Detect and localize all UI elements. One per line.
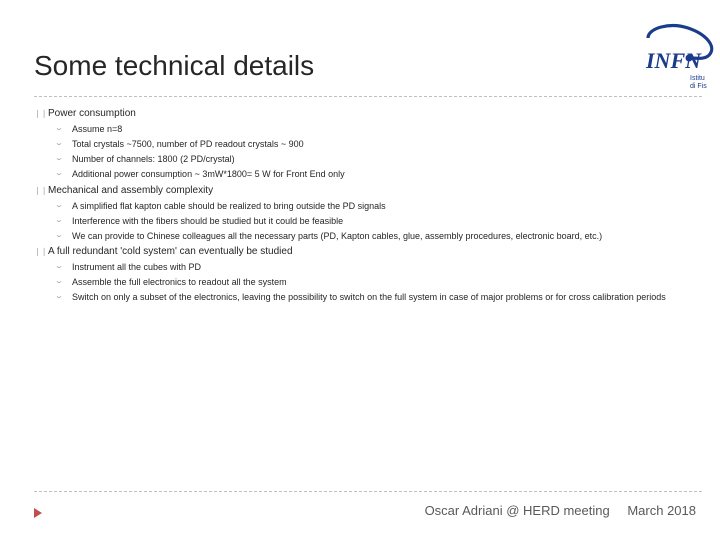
- item-text: Assume n=8: [66, 123, 700, 135]
- bullet-icon: ❘❘: [34, 108, 42, 120]
- bullet-icon: [56, 215, 66, 226]
- item-text: Instrument all the cubes with PD: [66, 261, 700, 273]
- item-text: Additional power consumption ~ 3mW*1800=…: [66, 168, 700, 180]
- list-item: Interference with the fibers should be s…: [56, 215, 700, 227]
- bullet-icon: ❘❘: [34, 246, 42, 258]
- bullet-icon: [56, 123, 66, 134]
- heading-text: Mechanical and assembly complexity: [42, 185, 700, 196]
- bullet-icon: [56, 230, 66, 241]
- item-text: Interference with the fibers should be s…: [66, 215, 700, 227]
- list-item: Number of channels: 1800 (2 PD/crystal): [56, 153, 700, 165]
- list-item: Switch on only a subset of the electroni…: [56, 291, 700, 303]
- item-text: A simplified flat kapton cable should be…: [66, 200, 700, 212]
- section-heading: ❘❘ Mechanical and assembly complexity: [34, 185, 700, 197]
- footer-author: Oscar Adriani @ HERD meeting: [425, 503, 610, 518]
- section-heading: ❘❘ A full redundant 'cold system' can ev…: [34, 246, 700, 258]
- bullet-icon: [56, 138, 66, 149]
- divider-top: [34, 96, 702, 97]
- heading-text: A full redundant 'cold system' can event…: [42, 246, 700, 257]
- bullet-icon: ❘❘: [34, 185, 42, 197]
- footer: Oscar Adriani @ HERD meeting March 2018: [0, 503, 696, 518]
- footer-date: March 2018: [627, 503, 696, 518]
- bullet-icon: [56, 200, 66, 211]
- list-item: We can provide to Chinese colleagues all…: [56, 230, 700, 242]
- bullet-icon: [56, 276, 66, 287]
- heading-text: Power consumption: [42, 108, 700, 119]
- item-text: Number of channels: 1800 (2 PD/crystal): [66, 153, 700, 165]
- section-heading: ❘❘ Power consumption: [34, 108, 700, 120]
- list-item: Additional power consumption ~ 3mW*1800=…: [56, 168, 700, 180]
- item-text: Assemble the full electronics to readout…: [66, 276, 700, 288]
- divider-bottom: [34, 491, 702, 492]
- bullet-icon: [56, 291, 66, 302]
- list-item: Assemble the full electronics to readout…: [56, 276, 700, 288]
- bullet-icon: [56, 168, 66, 179]
- bullet-icon: [56, 153, 66, 164]
- content-body: ❘❘ Power consumption Assume n=8 Total cr…: [34, 104, 700, 306]
- slide-title: Some technical details: [34, 50, 700, 82]
- list-item: Total crystals ~7500, number of PD reado…: [56, 138, 700, 150]
- item-text: Switch on only a subset of the electroni…: [66, 291, 700, 303]
- bullet-icon: [56, 261, 66, 272]
- item-text: Total crystals ~7500, number of PD reado…: [66, 138, 700, 150]
- list-item: Assume n=8: [56, 123, 700, 135]
- slide-container: INFN Istitu di Fis Some technical detail…: [0, 0, 720, 540]
- svg-text:di Fis: di Fis: [690, 83, 707, 90]
- item-text: We can provide to Chinese colleagues all…: [66, 230, 700, 242]
- list-item: A simplified flat kapton cable should be…: [56, 200, 700, 212]
- title-area: Some technical details: [34, 50, 700, 82]
- list-item: Instrument all the cubes with PD: [56, 261, 700, 273]
